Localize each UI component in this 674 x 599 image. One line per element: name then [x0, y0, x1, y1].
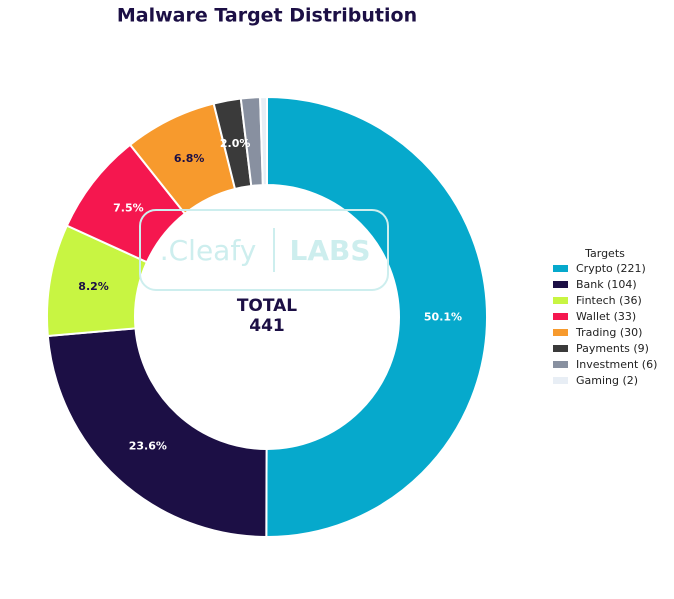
legend-label: Investment (6) [576, 358, 657, 371]
legend-title: Targets [584, 247, 625, 260]
value-label: 6.8% [174, 152, 205, 165]
wedge [46, 327, 268, 539]
watermark-text: .Cleafy [160, 234, 257, 267]
legend-swatch [553, 297, 568, 304]
value-label: 2.0% [220, 137, 251, 150]
center-total: 441 [249, 316, 285, 336]
wedge [265, 95, 488, 538]
center-label: TOTAL [237, 296, 297, 316]
legend-swatch [553, 345, 568, 352]
watermark-frame [139, 209, 389, 291]
legend-label: Trading (30) [575, 326, 642, 339]
value-label: 7.5% [113, 202, 144, 215]
legend-label: Payments (9) [576, 342, 649, 355]
legend-swatch [553, 265, 568, 272]
chart-title: Malware Target Distribution [117, 5, 417, 27]
legend-label: Wallet (33) [576, 310, 636, 323]
legend-swatch [553, 377, 568, 384]
legend-swatch [553, 329, 568, 336]
legend-label: Crypto (221) [576, 262, 646, 275]
legend-label: Bank (104) [576, 278, 637, 291]
value-label: 23.6% [129, 440, 167, 453]
legend-swatch [553, 281, 568, 288]
legend-swatch [553, 361, 568, 368]
legend-swatch [553, 313, 568, 320]
value-label: 8.2% [78, 280, 109, 293]
watermark-text: LABS [289, 234, 370, 267]
legend-label: Gaming (2) [576, 374, 638, 387]
wedge [259, 95, 268, 187]
donut [46, 95, 488, 539]
legend-label: Fintech (36) [576, 294, 642, 307]
value-label: 50.1% [424, 310, 462, 323]
